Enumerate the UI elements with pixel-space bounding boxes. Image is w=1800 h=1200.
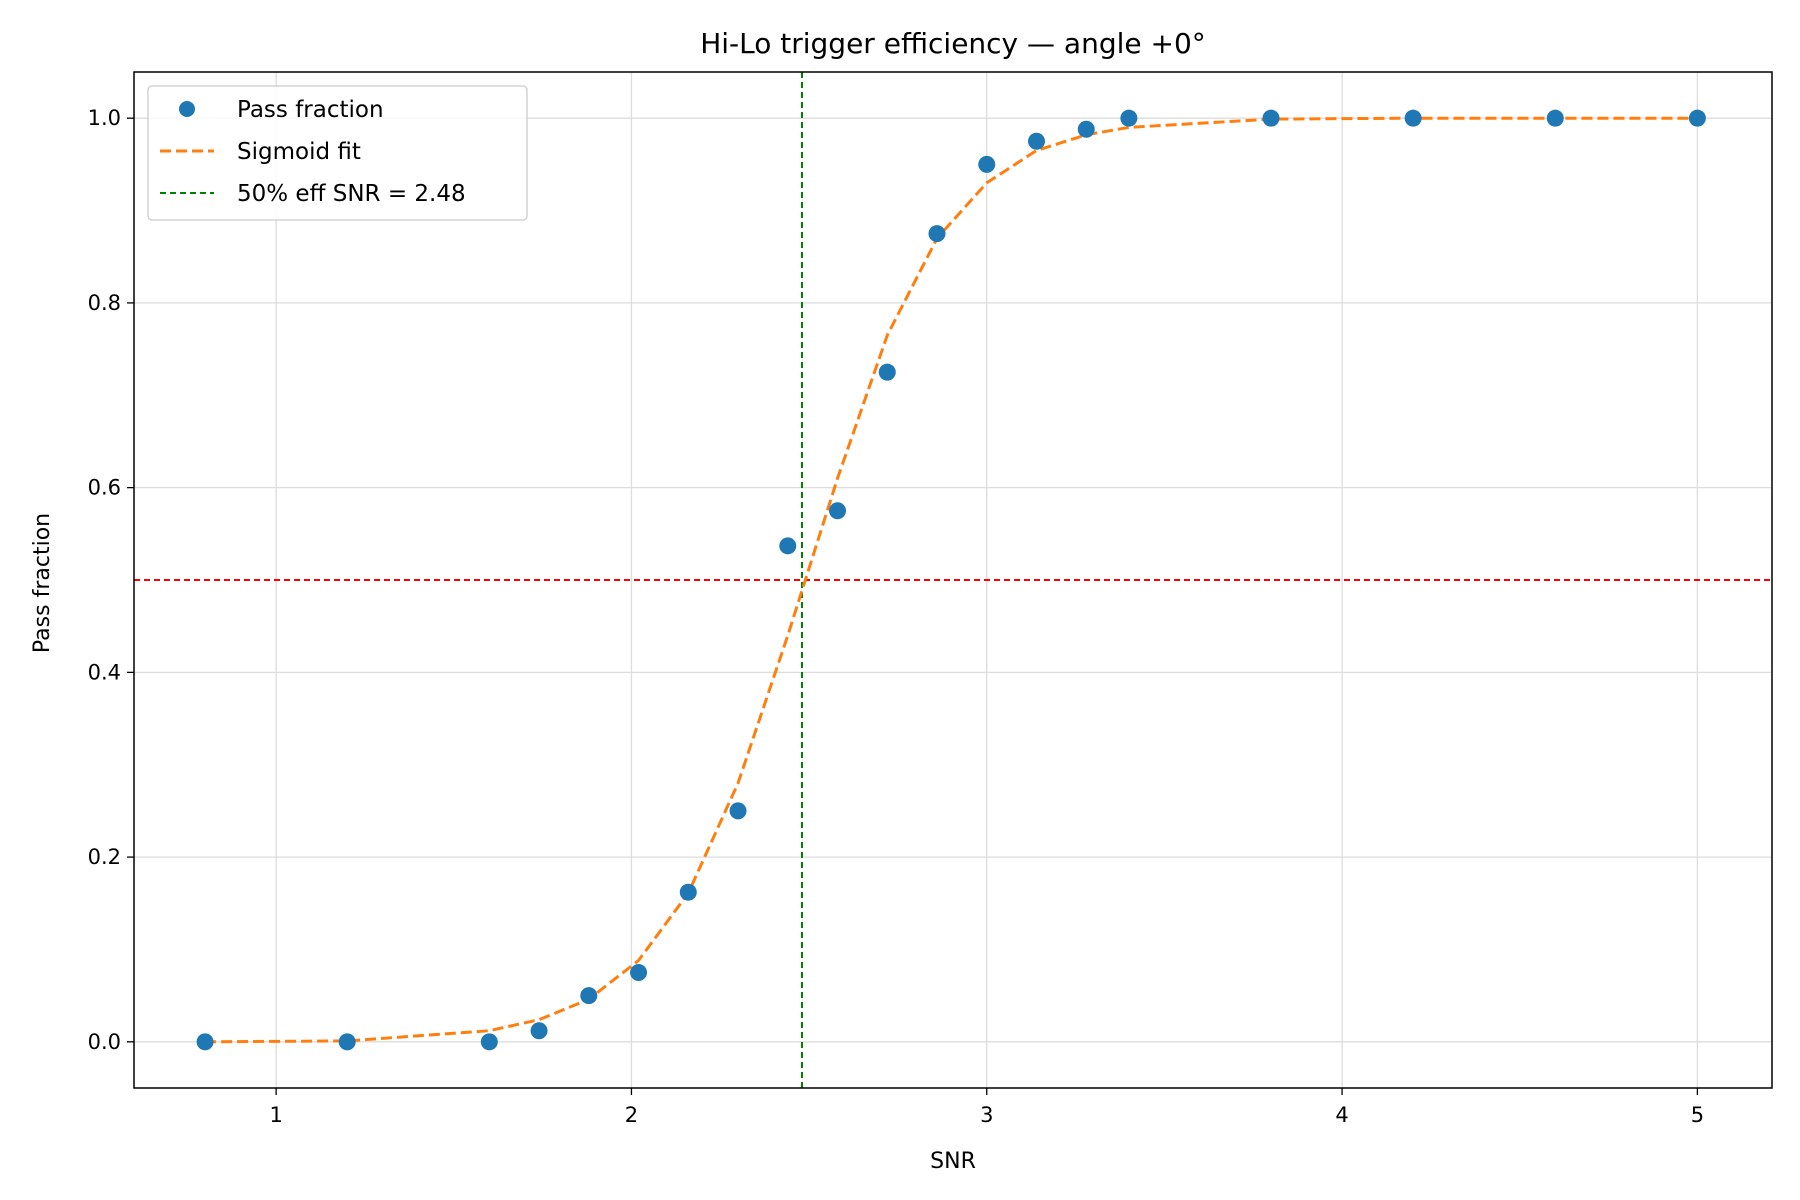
data-point (630, 964, 648, 982)
x-tick-label: 4 (1335, 1103, 1348, 1127)
data-point (480, 1033, 498, 1051)
data-point (530, 1022, 548, 1040)
chart-title: Hi-Lo trigger efficiency — angle +0° (700, 27, 1206, 60)
data-point (1077, 120, 1095, 138)
data-point (829, 502, 847, 520)
legend-label-50-eff-line: 50% eff SNR = 2.48 (237, 181, 466, 207)
y-tick-label: 0.0 (88, 1030, 121, 1054)
y-tick-label: 0.6 (88, 476, 121, 500)
y-tick-label: 0.8 (88, 291, 121, 315)
legend-label-sigmoid-fit: Sigmoid fit (237, 139, 361, 165)
x-tick-label: 5 (1691, 1103, 1704, 1127)
reference-lines-layer (134, 72, 1772, 1088)
data-point (1546, 109, 1564, 127)
data-point (1404, 109, 1422, 127)
plot-frame (133, 71, 1773, 1089)
data-point (978, 155, 996, 173)
data-point (1027, 132, 1045, 150)
x-axis-label: SNR (930, 1149, 976, 1174)
data-point (878, 363, 896, 381)
y-tick-label: 0.2 (88, 845, 121, 869)
legend-label-pass-fraction: Pass fraction (237, 97, 384, 123)
data-point (928, 225, 946, 243)
legend-marker-pass-fraction (179, 101, 195, 117)
sigmoid-fit-line (205, 116, 1698, 1044)
legend: Pass fraction Sigmoid fit 50% eff SNR = … (147, 85, 528, 221)
data-point (196, 1033, 214, 1051)
data-point (729, 802, 747, 820)
x-tick-label: 2 (625, 1103, 638, 1127)
points-layer (196, 109, 1706, 1051)
data-point (679, 883, 697, 901)
y-axis-label: Pass fraction (30, 513, 55, 653)
data-point (779, 537, 797, 555)
ticks-layer: 1 2 3 4 5 0.0 0.2 0.4 0.6 0.8 1.0 (88, 106, 1704, 1127)
fit-layer (205, 116, 1698, 1044)
data-point (338, 1033, 356, 1051)
x-tick-label: 3 (980, 1103, 993, 1127)
data-point (580, 987, 598, 1005)
data-point (1120, 109, 1138, 127)
legend-box (147, 85, 528, 221)
data-point (1262, 109, 1280, 127)
y-tick-label: 0.4 (88, 660, 121, 684)
x-tick-label: 1 (269, 1103, 282, 1127)
data-point (1688, 109, 1706, 127)
y-tick-label: 1.0 (88, 106, 121, 130)
